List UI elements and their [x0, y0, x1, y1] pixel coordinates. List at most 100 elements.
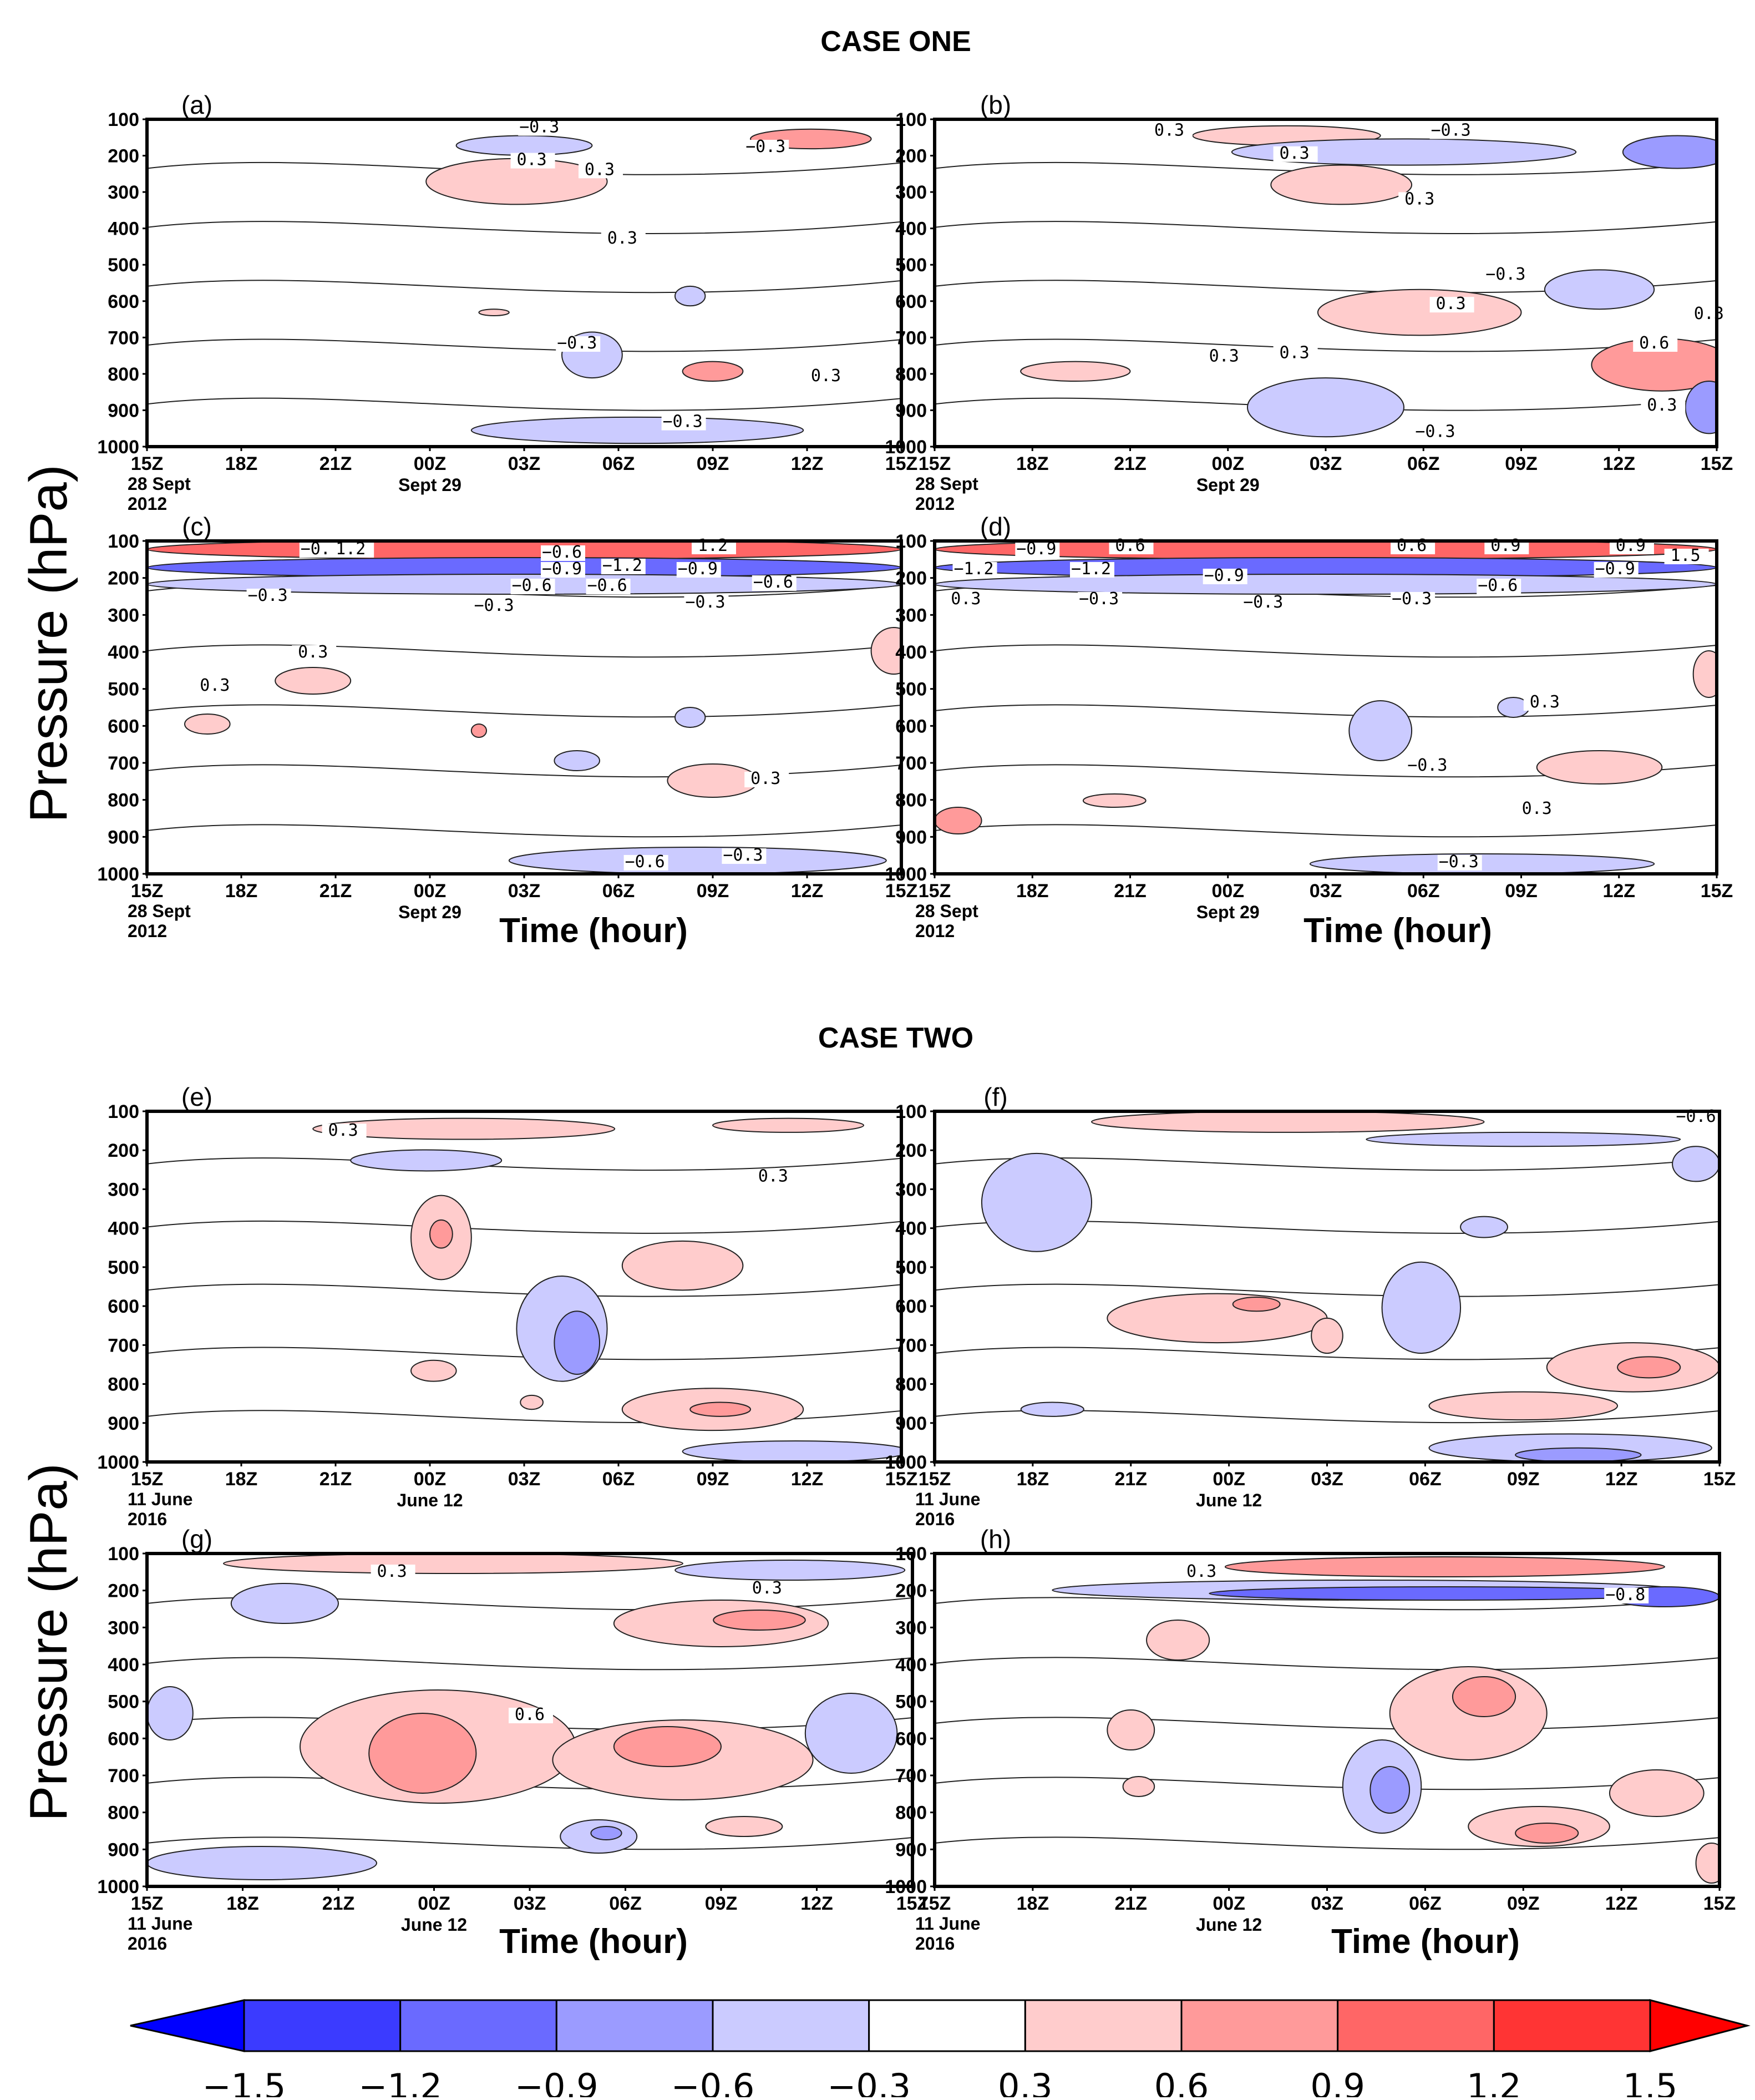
colorbar-segment: [399, 1999, 557, 2052]
x-tick-label: 18Z: [1016, 453, 1049, 474]
contour-region: [554, 750, 600, 771]
contour-line: [147, 1836, 912, 1850]
x-tick-label: 09Z: [1505, 453, 1538, 474]
colorbar-tick-label: 1.5: [1623, 2066, 1678, 2097]
contour-label-bg: [1429, 297, 1474, 313]
contour-label-bg: [1180, 1565, 1225, 1580]
y-tick-label: 300: [108, 1179, 139, 1200]
date-label: 28 Sept: [128, 474, 191, 494]
y-tick-label: 500: [108, 255, 139, 276]
y-tick-label: 700: [108, 1335, 139, 1356]
contour-label: 0.3: [951, 589, 981, 609]
contour-region: [1609, 1769, 1705, 1817]
y-tick-label: 400: [108, 1218, 139, 1239]
contour-label-bg: [623, 855, 668, 871]
x-tick-label: 15Z: [885, 453, 918, 474]
contour-region: [147, 1846, 377, 1880]
contour-region: [1369, 1766, 1411, 1814]
y-tick-label: 900: [108, 1839, 139, 1860]
date-label: 11 June: [128, 1914, 192, 1934]
x-tick-label: 15Z: [131, 881, 164, 902]
contour-label: 0.3: [607, 229, 637, 248]
contour-region: [1366, 1131, 1681, 1147]
y-tick-label: 900: [108, 1413, 139, 1434]
contour-region: [1536, 750, 1663, 785]
contour-line: [935, 1717, 1720, 1730]
contour-label: −1.2: [953, 559, 993, 579]
contour-label: −0.6: [1478, 576, 1518, 595]
y-tick-label: 800: [108, 1803, 139, 1824]
contour-region: [1082, 793, 1147, 808]
contour-label-bg: [1070, 562, 1114, 578]
contour-label-bg: [541, 545, 585, 561]
x-tick-label: 18Z: [225, 881, 258, 902]
y-tick-label: 400: [108, 1654, 139, 1676]
x-tick-label: 15Z: [919, 453, 951, 474]
y-tick-label: 800: [108, 364, 139, 385]
x-tick-label: 15Z: [1701, 881, 1733, 902]
y-tick-label: 500: [895, 679, 927, 700]
x-tick-label: 18Z: [225, 1469, 258, 1490]
x-tick-label: 15Z: [131, 1893, 164, 1914]
contour-label-bg: [601, 231, 646, 247]
next-date-label: June 12: [1196, 1490, 1262, 1510]
y-tick-label: 500: [108, 1692, 139, 1713]
y-tick-label: 200: [108, 1581, 139, 1602]
contour-region: [689, 1401, 751, 1417]
contour-label: −0.6: [511, 576, 551, 595]
x-tick-label: 21Z: [1114, 881, 1147, 902]
x-tick-label: 03Z: [514, 1893, 546, 1914]
contour-label: 0.3: [811, 366, 841, 386]
contour-label: 0.3: [517, 150, 547, 170]
contour-region: [1020, 361, 1131, 382]
contour-line: [147, 644, 901, 658]
contour-line: [147, 704, 901, 718]
contour-label-bg: [1406, 758, 1451, 774]
contour-region: [713, 1610, 806, 1631]
contour-region: [674, 1560, 906, 1581]
x-tick-label: 09Z: [697, 1469, 729, 1490]
y-tick-label: 800: [895, 1374, 927, 1395]
colorbar-segment: [868, 1999, 1026, 2052]
contour-line: [935, 824, 1717, 838]
contour-label: 0.3: [1647, 396, 1677, 415]
contour-region: [590, 1826, 622, 1840]
contour-region: [520, 1394, 544, 1410]
plot-area: [935, 1554, 1720, 1886]
contour-label-bg: [579, 163, 623, 179]
contour-region: [1020, 1401, 1084, 1417]
x-axis-label-c: Time (hour): [499, 912, 688, 950]
contour-label: −0.3: [685, 593, 725, 612]
contour-region: [1685, 381, 1717, 434]
panel-d: −0.9 0.6 0.6 0.9 0.91.5−1.2 −1.2 −0.9 −0.9−0.60…: [885, 512, 1733, 941]
year-label: 2016: [128, 1934, 167, 1954]
y-tick-label: 300: [895, 1617, 927, 1638]
colorbar-min-triangle: [130, 1999, 245, 2052]
contour-region: [184, 714, 231, 735]
case-one-title: CASE ONE: [820, 26, 971, 58]
contour-region: [667, 763, 759, 798]
x-tick-label: 06Z: [1407, 453, 1440, 474]
x-tick-label: 15Z: [885, 1469, 918, 1490]
contour-label-bg: [1515, 802, 1560, 817]
colorbar-tick-label: −0.6: [671, 2066, 755, 2097]
y-tick-label: 400: [108, 642, 139, 663]
contour-label: −1.2: [1071, 559, 1111, 579]
panel-tag: (c): [182, 512, 212, 541]
contour-region: [508, 847, 887, 874]
contour-label: −0.3: [1243, 593, 1283, 612]
contour-label-bg: [510, 153, 555, 169]
y-tick-label: 100: [108, 1101, 139, 1122]
contour-region: [368, 1713, 477, 1794]
y-tick-label: 900: [895, 1839, 927, 1860]
y-tick-label: 500: [895, 255, 927, 276]
contour-field: [147, 1554, 912, 1880]
x-tick-label: 15Z: [919, 881, 951, 902]
x-tick-label: 21Z: [319, 881, 352, 902]
colorbar-tick-label: −1.2: [358, 2066, 442, 2097]
contour-region: [429, 1219, 453, 1249]
contour-label-bg: [541, 562, 585, 578]
y-tick-label: 700: [895, 1335, 927, 1356]
contour-label-bg: [1437, 855, 1482, 871]
